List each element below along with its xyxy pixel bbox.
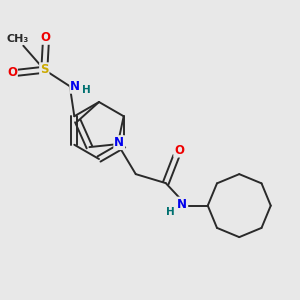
Text: N: N [114,136,124,149]
Text: O: O [7,66,17,79]
Text: N: N [177,198,187,211]
Text: N: N [70,80,80,93]
Text: O: O [41,31,51,44]
Text: CH₃: CH₃ [7,34,29,44]
Text: H: H [82,85,91,95]
Text: H: H [166,207,175,217]
Text: S: S [40,63,49,76]
Text: O: O [174,144,184,157]
